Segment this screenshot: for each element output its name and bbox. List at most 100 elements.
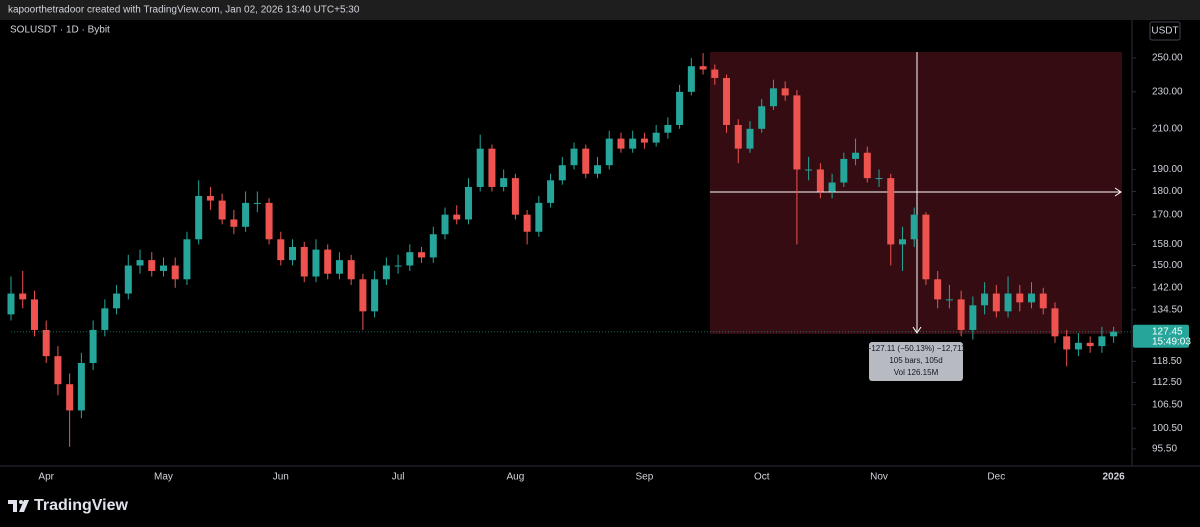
x-tick-label: Sep (636, 472, 654, 483)
candle-body (769, 88, 777, 107)
candle-body (453, 214, 461, 220)
candle-body (910, 214, 918, 240)
candle-body (289, 246, 297, 261)
candle-body (265, 202, 273, 240)
currency-button[interactable] (1149, 21, 1181, 41)
currency[interactable]: USDT (1151, 26, 1178, 37)
tooltip-line: 105 bars, 105d (889, 356, 942, 365)
candle-body (828, 182, 836, 192)
candle-body (488, 148, 496, 187)
candle-body (324, 249, 332, 274)
candle-body (382, 265, 390, 280)
candle-body (758, 106, 766, 129)
candle-body (711, 69, 719, 78)
candle-body (1063, 336, 1071, 350)
candle-body (664, 124, 672, 133)
candle-body (89, 329, 97, 363)
candle-body (101, 308, 109, 330)
candle-body (218, 200, 226, 220)
symbol-title: SOLUSDT · 1D · Bybit (10, 25, 110, 36)
y-tick-label: 134.50 (1152, 304, 1183, 315)
candle-body (19, 293, 27, 300)
candle-body (594, 165, 601, 174)
candle-body (934, 279, 942, 300)
candle-body (511, 178, 519, 215)
last-price-label: 127.45 (1152, 326, 1183, 337)
candle-body (852, 152, 860, 159)
candle-body (640, 138, 648, 143)
candle-body (312, 249, 320, 277)
candle-body (66, 384, 74, 411)
y-tick-label: 142.00 (1152, 282, 1183, 293)
candle-body (898, 239, 906, 245)
x-tick-label: Nov (870, 472, 888, 483)
x-tick-label: Oct (754, 472, 770, 483)
candle-body (945, 299, 953, 301)
candles (7, 53, 1118, 447)
candle-body (558, 165, 566, 181)
candle-body (617, 138, 625, 149)
y-tick-label: 210.00 (1152, 123, 1183, 134)
candle-body (347, 260, 355, 280)
candle-body (629, 138, 637, 149)
candle-body (734, 124, 742, 149)
candle-body (7, 293, 15, 315)
x-tick-label: Jul (392, 472, 405, 483)
candle-body (676, 91, 684, 125)
x-tick-label: Apr (38, 472, 54, 483)
candle-body (816, 169, 824, 192)
y-tick-label: 118.50 (1152, 356, 1182, 367)
x-tick-label: 2026 (1102, 472, 1125, 483)
candle-body (793, 95, 801, 170)
tooltip-line: −127.11 (−50.13%) −12,711 (867, 344, 966, 353)
measure-area (710, 52, 1122, 334)
y-tick-label: 180.00 (1152, 186, 1183, 197)
candle-body (992, 293, 1000, 312)
y-tick-label: 158.00 (1152, 239, 1183, 250)
candle-body (1028, 293, 1036, 303)
candle-body (418, 252, 426, 258)
candle-body (875, 178, 883, 180)
candle-body (230, 219, 238, 227)
candle-body (206, 195, 214, 201)
candle-body (242, 202, 250, 227)
candle-body (124, 265, 132, 294)
candle-body (136, 260, 144, 266)
y-tick-label: 230.00 (1152, 86, 1183, 97)
candle-body (652, 132, 660, 143)
y-tick-label: 150.00 (1152, 260, 1183, 271)
x-tick-label: May (154, 472, 173, 483)
x-tick-label: Dec (987, 472, 1005, 483)
candle-body (406, 252, 414, 266)
candle-body (476, 148, 484, 187)
y-tick-label: 100.50 (1152, 423, 1183, 434)
candle-body (547, 180, 555, 203)
candle-body (394, 265, 402, 267)
candle-body (582, 148, 590, 174)
candle-body (723, 77, 731, 125)
candle-body (1074, 342, 1082, 350)
candle-body (1051, 308, 1059, 337)
candle-body (840, 158, 848, 183)
candle-body (957, 299, 965, 330)
y-tick-label: 170.00 (1152, 209, 1183, 220)
candle-body (359, 279, 367, 312)
candle-body (171, 265, 179, 280)
measure-arrow-right (1114, 187, 1122, 197)
candle-body (77, 362, 85, 411)
candle-body (54, 356, 62, 385)
candle-body (429, 234, 437, 258)
tooltip-line: Vol 126.15M (894, 368, 939, 377)
candle-body (113, 293, 121, 309)
candle-body (300, 246, 308, 277)
candle-body (195, 195, 203, 240)
candle-body (781, 88, 789, 96)
measure-arrow-down (912, 326, 922, 334)
attribution: kapoorthetradoor created with TradingVie… (8, 5, 360, 16)
candle-body (500, 178, 508, 187)
logo-icon (8, 500, 29, 512)
candle-body (805, 169, 813, 171)
last-price-tag (1133, 324, 1189, 348)
candle-body (371, 279, 379, 312)
